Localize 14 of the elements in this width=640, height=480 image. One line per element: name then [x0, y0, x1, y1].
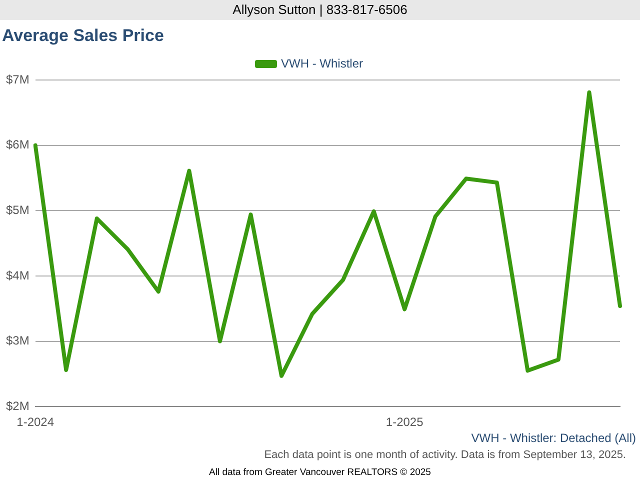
y-tick-label: $3M: [6, 334, 30, 348]
text: Each data point is one month of activity. Data is from September 13, 2025.: [263, 449, 627, 461]
y-tick-label: $6M: [6, 138, 30, 152]
text: Allyson Sutton | 833-817-6506: [0, 0, 640, 20]
legend-label: VWH - Whistler: [281, 56, 363, 70]
text: All data from Greater Vancouver REALTORS © 2025: [208, 467, 432, 478]
x-tick-label: 1-2025: [386, 415, 424, 430]
y-tick-label: $7M: [6, 72, 30, 86]
text: VWH - Whistler: Detached (All): [470, 431, 637, 445]
chart-title: Average Sales Price: [1, 25, 165, 47]
x-tick-label: 1-2024: [16, 415, 54, 430]
y-tick-label: $4M: [6, 268, 30, 282]
y-tick-label: $5M: [6, 202, 30, 217]
y-tick-label: $2M: [6, 398, 30, 413]
